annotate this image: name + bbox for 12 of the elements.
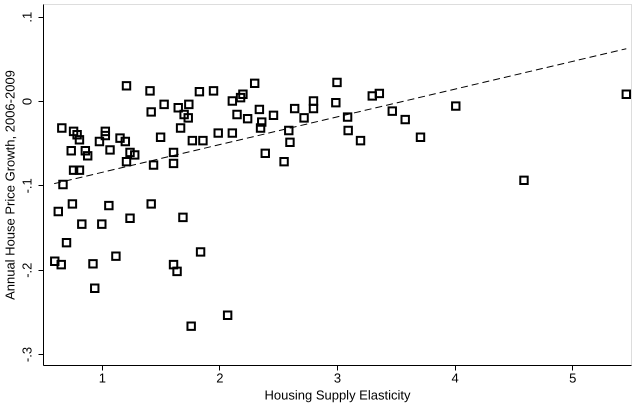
y-tick-label: -.2	[20, 262, 34, 278]
y-tick-label: 0	[20, 98, 34, 106]
y-tick-label: .1	[20, 12, 34, 23]
x-tick-label: 3	[334, 370, 342, 386]
x-tick-label: 4	[451, 370, 459, 386]
x-tick-label: 1	[98, 370, 106, 386]
x-tick-label: 2	[216, 370, 224, 386]
x-tick-label: 5	[569, 370, 576, 386]
y-axis-title: Annual House Price Growth, 2006-2009	[2, 70, 18, 300]
x-axis-title: Housing Supply Elasticity	[264, 388, 411, 402]
y-tick-label: -.1	[20, 178, 34, 194]
y-tick-label: -.3	[20, 346, 34, 362]
